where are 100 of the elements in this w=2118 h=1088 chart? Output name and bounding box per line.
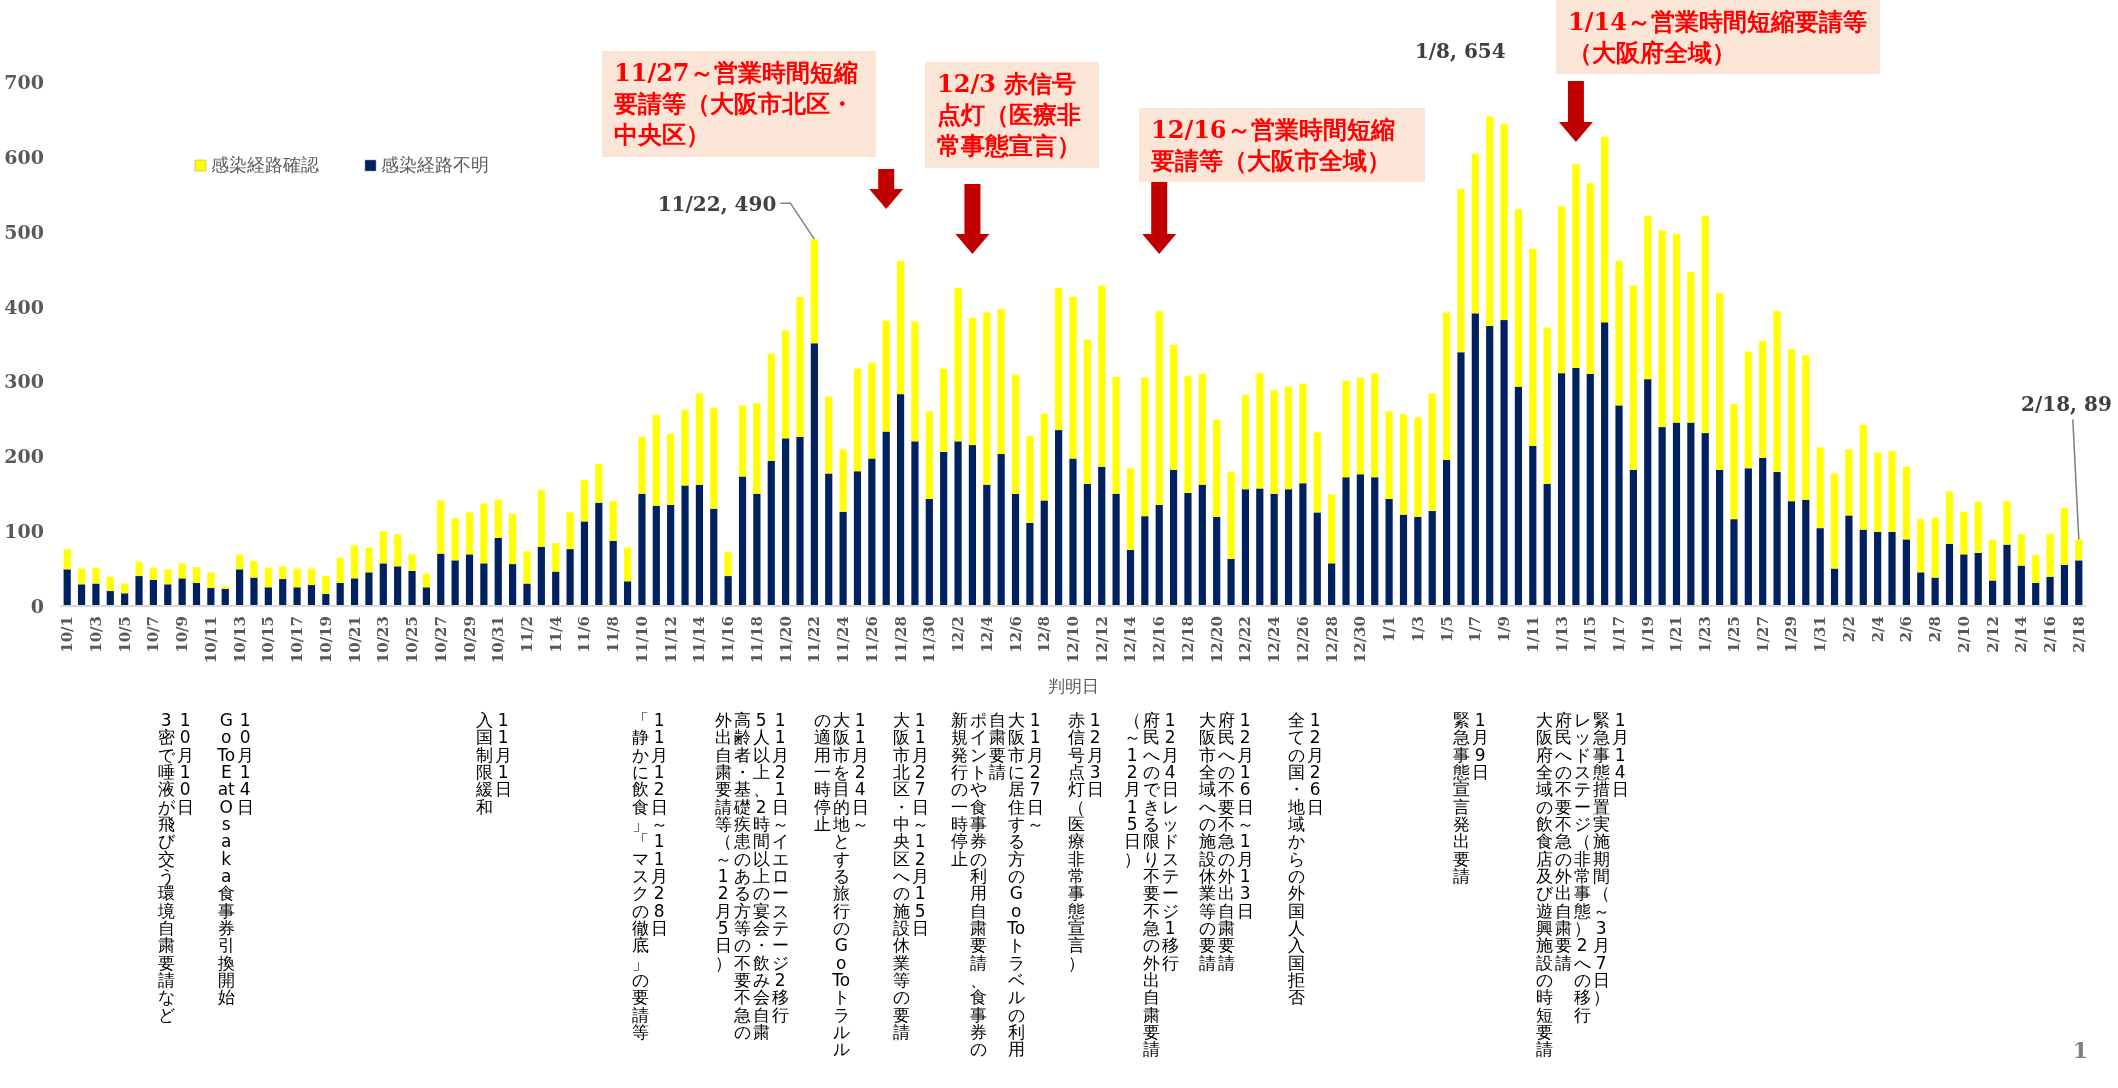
bar — [1371, 477, 1379, 606]
bar — [336, 558, 344, 583]
x-tick-label: 12/4 — [977, 616, 996, 653]
bar — [1299, 483, 1307, 606]
bar — [149, 567, 157, 580]
bar — [1917, 519, 1925, 573]
bar — [609, 540, 617, 606]
text: 1 — [2072, 1037, 2088, 1063]
x-tick-label: 1/7 — [1466, 616, 1485, 643]
bar — [1730, 403, 1738, 520]
bar — [1026, 436, 1034, 523]
bar — [1701, 433, 1709, 606]
bar — [307, 585, 316, 606]
bar — [1126, 549, 1135, 606]
bar — [192, 567, 201, 583]
bar — [523, 583, 531, 606]
x-tick-label: 12/28 — [1322, 616, 1341, 664]
bar — [1141, 516, 1149, 606]
bar — [1241, 489, 1250, 606]
bar — [1457, 189, 1465, 353]
bar — [1328, 494, 1336, 564]
bar — [523, 551, 531, 584]
bar — [1414, 516, 1422, 606]
bar — [1112, 493, 1120, 606]
bar — [336, 582, 344, 606]
bar — [638, 436, 646, 494]
bar — [2003, 544, 2011, 606]
x-tick-label: 12/2 — [949, 616, 968, 653]
bar — [1989, 580, 1997, 606]
text: 1/14～営業時間短縮要請等（大阪府全域） — [1556, 0, 1880, 75]
bar — [394, 534, 402, 567]
bar — [1773, 311, 1781, 473]
bar — [1486, 326, 1494, 606]
bar — [1672, 233, 1681, 423]
bar — [868, 458, 876, 606]
y-tick-label: 700 — [4, 71, 44, 93]
bar — [1945, 543, 1954, 606]
bar — [1514, 209, 1523, 387]
bar — [1931, 517, 1939, 578]
bar — [552, 571, 560, 606]
x-tick-label: 11/20 — [776, 616, 795, 664]
bar — [1443, 312, 1451, 461]
bar — [365, 547, 373, 573]
bar — [1069, 296, 1077, 459]
bar — [1040, 500, 1048, 606]
bar — [1428, 510, 1436, 606]
bar — [537, 546, 545, 606]
bar — [63, 549, 71, 570]
bar — [1500, 320, 1508, 606]
bar — [595, 463, 603, 503]
x-tick-label: 2/14 — [2012, 616, 2031, 653]
bar — [1083, 339, 1091, 484]
bar — [925, 498, 933, 606]
bar — [580, 480, 589, 522]
bar — [135, 576, 143, 606]
x-tick-label: 10/17 — [288, 616, 307, 664]
bar — [1184, 492, 1192, 606]
bar — [1328, 563, 1336, 606]
bar — [1974, 501, 1982, 553]
bar — [1040, 413, 1048, 501]
bar — [494, 499, 502, 538]
x-tick-label: 11/12 — [661, 616, 680, 664]
x-tick-label: 11/6 — [575, 616, 594, 653]
bar — [825, 396, 833, 474]
x-tick-label: 1/23 — [1696, 616, 1715, 653]
x-tick-label: 12/30 — [1351, 616, 1370, 664]
bar — [1543, 327, 1551, 484]
bar — [322, 576, 330, 595]
bar — [379, 531, 387, 564]
bar — [695, 484, 703, 606]
bar — [221, 588, 229, 606]
bar — [1816, 528, 1824, 606]
bar — [1270, 493, 1278, 606]
bar — [1098, 466, 1106, 606]
x-tick-label: 2/12 — [1983, 616, 2002, 653]
x-tick-label: 11/10 — [632, 616, 651, 664]
bar — [1902, 539, 1910, 606]
bar — [1931, 577, 1939, 606]
x-tick-label: 1/1 — [1380, 616, 1399, 643]
bar — [767, 353, 775, 461]
bar — [1270, 390, 1278, 494]
bar — [968, 317, 977, 446]
bar — [1601, 322, 1609, 606]
x-tick-label: 10/21 — [345, 616, 364, 664]
bar — [710, 407, 718, 509]
bar — [250, 577, 258, 606]
bar — [1213, 419, 1221, 517]
y-tick-label: 600 — [4, 145, 44, 168]
bar — [738, 405, 747, 477]
bar — [451, 518, 459, 561]
bar — [279, 579, 287, 606]
bar — [1184, 376, 1192, 493]
bar — [623, 581, 632, 606]
bar — [595, 502, 603, 606]
bar — [350, 545, 359, 579]
bar — [178, 563, 186, 579]
x-tick-label: 1/11 — [1523, 616, 1542, 653]
bar — [1500, 123, 1508, 321]
x-tick-label: 10/9 — [173, 616, 192, 653]
x-tick-label: 11/2 — [517, 616, 536, 653]
